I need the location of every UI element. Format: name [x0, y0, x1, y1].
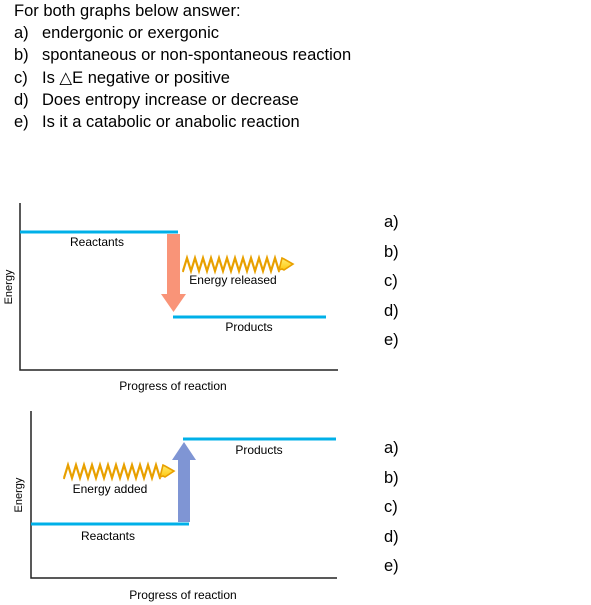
question-text: Is it a catabolic or anabolic reaction [42, 113, 300, 132]
answer-slot-a: a) [384, 439, 399, 457]
diagram-1-products-label: Products [225, 320, 272, 334]
question-item-e: e) Is it a catabolic or anabolic reactio… [14, 111, 351, 133]
answer-slot-a: a) [384, 213, 399, 231]
diagram-2-reactants-label: Reactants [81, 529, 135, 543]
diagram-1-ylabel: Energy [3, 269, 15, 304]
diagram-2-energy-label: Energy added [73, 482, 148, 496]
question-title: For both graphs below answer: [14, 2, 241, 20]
diagram-1-axes [19, 203, 338, 371]
question-text: spontaneous or non-spontaneous reaction [42, 46, 352, 65]
answer-slot-d: d) [384, 301, 399, 320]
question-letter: c) [14, 68, 28, 87]
answer-slot-c: c) [384, 498, 398, 516]
diagram-2-products-label: Products [235, 443, 282, 457]
question-item-c: c) Is △E negative or positive [14, 67, 351, 89]
question-letter: b) [14, 46, 29, 65]
answer-slot-e: e) [384, 331, 399, 349]
diagram-2: Energy Progress of reaction Reactants Pr… [13, 411, 337, 602]
diagram-1: Energy Progress of reaction Reactants Pr… [3, 203, 338, 393]
question-text: endergonic or exergonic [42, 24, 220, 43]
answer-slot-c: c) [384, 272, 398, 290]
question-block: For both graphs below answer: a) endergo… [14, 0, 351, 133]
diagram-1-energy-label: Energy released [189, 273, 276, 287]
question-item-a: a) endergonic or exergonic [14, 22, 351, 44]
diagram-1-xlabel: Progress of reaction [119, 379, 226, 393]
question-text: Does entropy increase or decrease [42, 90, 299, 109]
question-letter: a) [14, 24, 29, 43]
diagram-2-ylabel: Energy [13, 477, 25, 512]
question-letter: e) [14, 113, 29, 132]
answer-slot-e: e) [384, 557, 399, 575]
diagram-2-answer-list: a) b) c) d) e) [384, 437, 399, 585]
diagram-1-answer-list: a) b) c) d) e) [384, 211, 399, 359]
question-letter: d) [14, 90, 29, 109]
question-item-b: b) spontaneous or non-spontaneous reacti… [14, 44, 351, 66]
question-item-d: d) Does entropy increase or decrease [14, 89, 351, 111]
diagram-1-reactants-label: Reactants [70, 235, 124, 249]
answer-slot-b: b) [384, 242, 399, 261]
energy-added-arrow [172, 442, 196, 522]
energy-added-zigzag-icon [63, 461, 176, 482]
answer-slot-b: b) [384, 468, 399, 487]
answer-slot-d: d) [384, 527, 399, 546]
energy-released-zigzag-icon [182, 254, 295, 275]
diagram-2-xlabel: Progress of reaction [129, 588, 236, 602]
diagram-2-axes [30, 411, 337, 579]
question-text: Is △E negative or positive [42, 68, 230, 87]
energy-released-arrow [161, 234, 186, 312]
